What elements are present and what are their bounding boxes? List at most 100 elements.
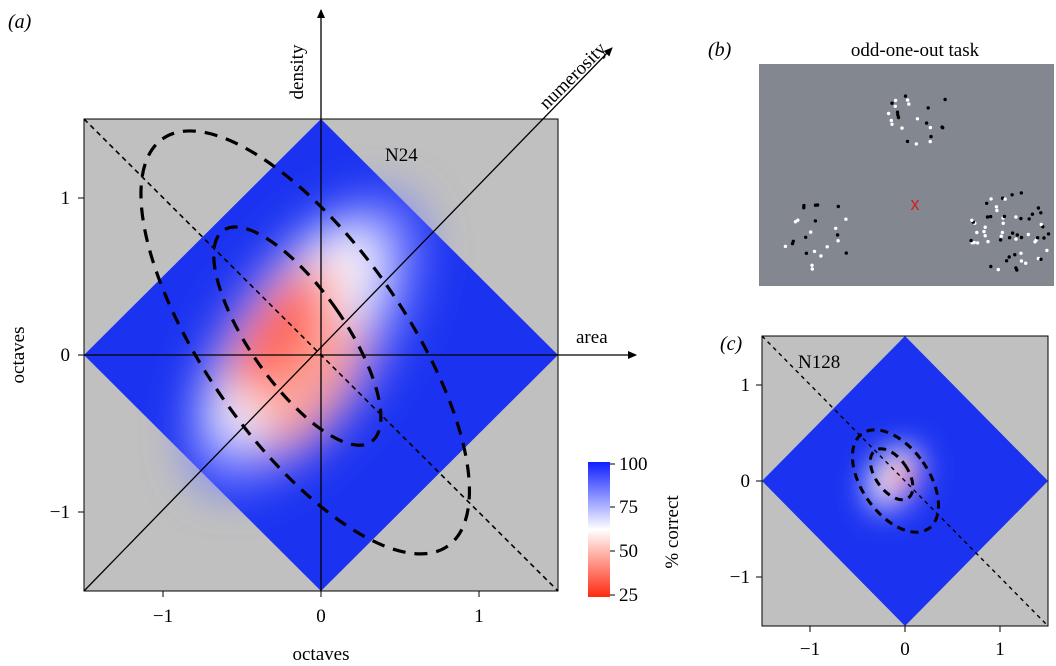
colorbar-tick-label: 100 [619,454,648,475]
panel-c-ellipses [850,428,941,534]
stimulus-dot [836,204,840,209]
stimulus-dot [895,110,900,114]
stimulus-dot [928,125,933,130]
colorbar-tick-label: 75 [619,497,638,518]
stimulus-dot [1036,256,1041,261]
x-tick-label: 0 [316,606,326,627]
panel-c-diagonal [762,336,1048,626]
stimulus-dot [983,234,987,238]
colorbar-tick-label: 50 [619,541,638,562]
stimulus-dot [1010,193,1014,197]
stimulus-dot [975,230,979,235]
contour-ellipse [139,129,472,556]
stimulus-dot [1042,236,1046,240]
stimulus-dot [943,97,947,102]
stimulus-dot [1035,236,1040,240]
stimulus-dot [1019,216,1023,221]
stimulus-dot [1000,230,1005,235]
panel-c-plot-area [762,336,1048,626]
panel-c: (c) N128 −1 0 1 1 0 −1 [720,333,1049,660]
stimulus-dot [1023,261,1028,265]
stimulus-dot [905,98,910,102]
stimulus-dot [985,215,990,219]
stimulus-dot [893,104,897,109]
stimulus-dot [905,139,910,144]
stimulus-dot [986,239,990,244]
y-tick-label: 1 [741,375,751,396]
stimulus-dot [982,229,986,234]
stimulus-dot [893,98,898,103]
stimulus-dot [896,113,900,117]
panel-b-letter: (b) [708,39,732,61]
panel-c-series-label: N128 [798,352,840,373]
stimulus-dot [890,122,894,127]
stimulus-dot [1014,215,1018,219]
panel-a-ticks [78,197,480,597]
stimulus-dot [825,245,829,249]
colorbar: 100 75 50 25 % correct [588,454,683,606]
stimulus-dot [1019,235,1024,240]
stimulus-dot [900,126,904,130]
stimulus-dot [802,203,806,208]
density-axis-label: density [287,44,308,99]
panel-b-title: odd-one-out task [851,40,980,61]
stimulus-dot [903,94,908,98]
x-tick-label: −1 [153,606,173,627]
stimulus-dot [835,233,840,237]
stimulus-dot [1019,251,1023,255]
stimulus-dot [1001,221,1005,225]
y-axis-label: octaves [8,327,29,384]
stimulus-dot [915,117,920,121]
stimulus-dot [928,139,932,144]
panel-a-letter: (a) [8,11,32,33]
panel-a-series-label: N24 [385,145,418,166]
stimulus-dot [995,208,999,213]
stimulus-dot [989,264,993,269]
contour-ellipse [850,428,941,534]
stimulus-dot [1030,212,1035,216]
panel-a-plot-area [84,119,558,591]
stimulus-dot [844,217,848,221]
fixation-cross: x [911,194,920,214]
stimulus-dot [941,126,945,130]
stimulus-dot [1013,253,1017,257]
stimulus-dot [998,238,1003,242]
stimulus-dot [819,254,823,258]
numerosity-axis-label: numerosity [535,38,611,114]
stimulus-dot [929,134,933,139]
stimulus-dot [793,220,798,224]
panel-a-ellipses [139,129,472,556]
stimulus-dots [783,94,1051,272]
stimulus-dot [813,203,818,207]
stimulus-dot [924,121,929,125]
colorbar-gradient [588,462,610,597]
stimulus-dot [834,226,838,230]
y-tick-label: 1 [61,188,71,209]
stimulus-dot [975,241,980,245]
stimulus-dot [1039,222,1043,227]
stimulus-dot [1003,197,1007,201]
stimulus-dot [812,249,817,254]
stimulus-dot [1036,206,1041,210]
stimulus-dot [988,214,993,219]
panel-a: (a) area density numerosity N24 −1 0 [8,9,637,665]
stimulus-dot [813,219,818,223]
stimulus-dot [836,239,840,243]
stimulus-dot [1015,233,1019,237]
stimulus-dot [1039,211,1043,215]
stimulus-dot [1007,255,1011,259]
panel-a-heat-blobs [185,192,425,493]
x-tick-label: −1 [800,639,820,660]
stimulus-dot [844,251,848,255]
stimulus-dot [810,263,814,267]
x-tick-label: 1 [474,606,484,627]
stimulus-dot [890,101,894,105]
stimulus-dot [1027,217,1031,221]
stimulus-dot [1002,214,1007,219]
x-tick-label: 1 [995,639,1005,660]
y-tick-label: 0 [61,345,71,366]
stimulus-dot [804,235,808,239]
stimulus-dot [1026,232,1031,237]
stimulus-dot [989,197,993,201]
